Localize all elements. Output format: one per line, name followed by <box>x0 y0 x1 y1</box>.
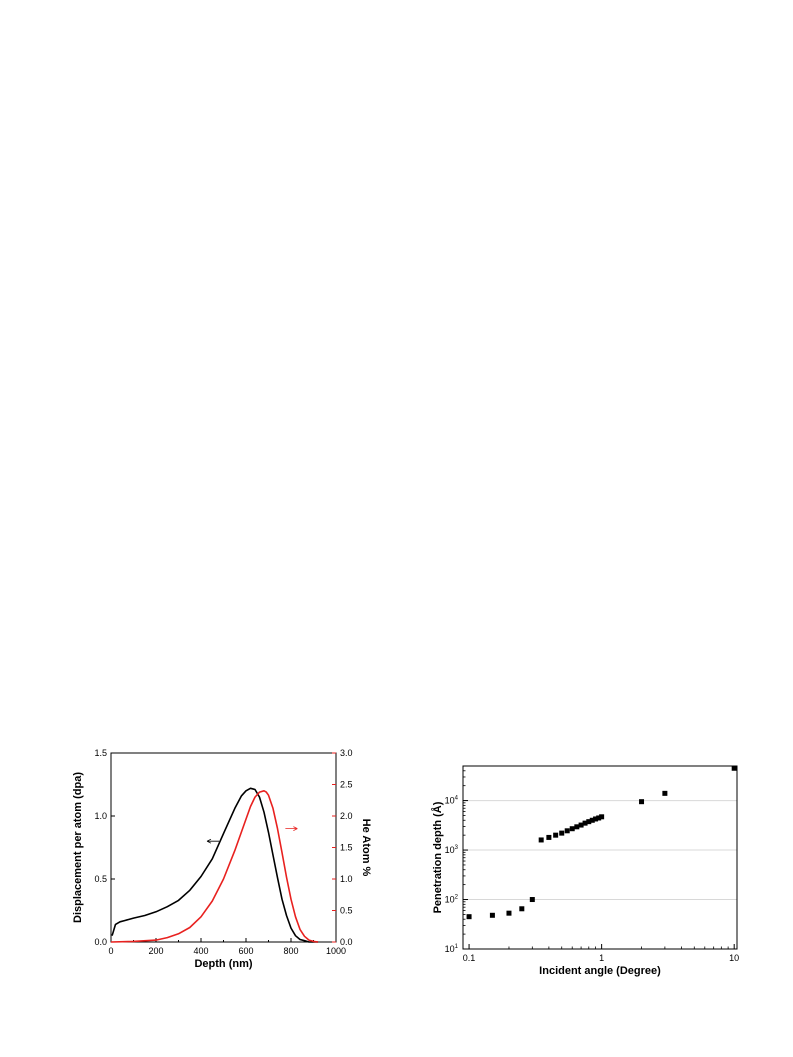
y2-axis-label: He Atom % <box>360 819 372 877</box>
y-axis-label: Penetration depth (Å) <box>431 801 444 913</box>
he-atom-percent-line <box>110 789 319 943</box>
data-point <box>639 799 645 805</box>
data-point <box>489 912 495 918</box>
x-axis-label: Depth (nm) <box>194 958 252 970</box>
y-tick-exponent: 3 <box>455 845 459 851</box>
y-tick-base: 10 <box>445 796 455 806</box>
plot-frame <box>110 752 337 943</box>
y2-tick-label: 1.5 <box>340 843 353 853</box>
y-tick-label: 0.0 <box>94 937 107 947</box>
y-tick-label: 0.5 <box>94 874 107 884</box>
x-tick-label: 1000 <box>326 946 346 956</box>
y2-tick-label: 3.0 <box>340 748 353 758</box>
data-point <box>538 837 544 843</box>
data-point <box>546 834 552 840</box>
y-tick-label: 104 <box>445 796 459 806</box>
he-axis-arrow <box>285 826 298 831</box>
y-tick-exponent: 2 <box>455 895 459 901</box>
y-axis-label: Displacement per atom (dpa) <box>72 772 84 923</box>
y-tick-base: 10 <box>445 944 455 954</box>
y2-tick-label: 1.0 <box>340 874 353 884</box>
y-tick-label: 102 <box>445 895 459 905</box>
data-point <box>599 814 605 820</box>
x-tick-label: 600 <box>238 946 253 956</box>
data-point <box>589 817 595 823</box>
y-tick-label: 1.5 <box>94 748 107 758</box>
data-point <box>529 897 535 903</box>
plot-frame <box>462 765 738 950</box>
data-point <box>582 820 588 826</box>
data-point <box>586 819 592 825</box>
x-tick-label: 0 <box>108 946 113 956</box>
data-point <box>506 910 512 916</box>
y2-tick-label: 2.0 <box>340 811 353 821</box>
y2-tick-label: 0.0 <box>340 937 353 947</box>
data-point <box>731 765 737 771</box>
data-point <box>564 828 570 834</box>
x-tick-label: 0.1 <box>463 953 476 963</box>
y-tick-label: 1.0 <box>94 811 107 821</box>
data-point <box>553 832 559 838</box>
y-tick-label: 101 <box>445 944 459 954</box>
x-axis-label: Incident angle (Degree) <box>539 965 661 977</box>
x-tick-label: 200 <box>148 946 163 956</box>
y2-tick-label: 2.5 <box>340 780 353 790</box>
data-point <box>519 906 525 912</box>
data-point <box>574 824 580 830</box>
y-tick-base: 10 <box>445 845 455 855</box>
y-tick-label: 103 <box>445 845 459 855</box>
y-tick-base: 10 <box>445 895 455 905</box>
data-point <box>559 830 565 836</box>
y-tick-exponent: 1 <box>455 944 459 950</box>
y-tick-exponent: 4 <box>455 796 459 802</box>
x-tick-label: 1 <box>599 953 604 963</box>
dpa-he-depth-chart: 0 200 400 600 800 10000.00.51.01.50.00.51.01.… <box>72 748 372 970</box>
data-point <box>596 815 602 821</box>
x-tick-label: 800 <box>283 946 298 956</box>
data-point <box>466 914 472 920</box>
data-point <box>578 822 584 828</box>
y2-tick-label: 0.5 <box>340 906 353 916</box>
data-point <box>569 826 575 832</box>
x-tick-label: 400 <box>193 946 208 956</box>
x-tick-label: 10 <box>729 953 739 963</box>
data-point <box>662 790 668 796</box>
dpa-line <box>111 787 318 943</box>
data-point <box>593 816 599 822</box>
dpa-axis-arrow <box>206 838 219 844</box>
